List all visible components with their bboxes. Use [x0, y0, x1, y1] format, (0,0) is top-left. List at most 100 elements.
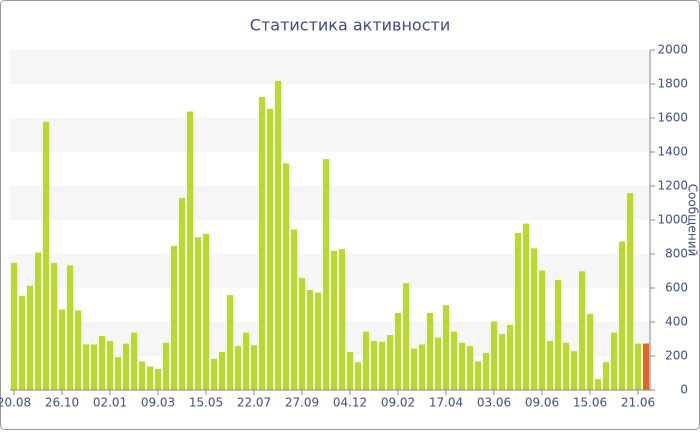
bar	[218, 351, 226, 391]
bar	[594, 378, 602, 391]
bar	[74, 309, 82, 391]
bar	[562, 342, 570, 391]
bar	[114, 356, 122, 391]
bar	[546, 340, 554, 391]
bar	[66, 264, 74, 391]
x-tick-label: 15.05	[189, 396, 223, 410]
x-tick-label: 20.08	[0, 396, 31, 410]
x-tick-label: 09.02	[381, 396, 415, 410]
bar	[42, 121, 50, 391]
bar	[634, 343, 642, 391]
x-tick-label: 27.09	[285, 396, 319, 410]
bar	[10, 262, 18, 391]
y-tick-label: 1200	[657, 179, 688, 193]
y-tick-label: 400	[665, 315, 688, 329]
x-tick-label: 02.01	[93, 396, 127, 410]
bar	[506, 324, 514, 391]
x-tick-label: 04.12	[333, 396, 367, 410]
x-tick-label: 22.07	[237, 396, 271, 410]
y-tick-label: 600	[665, 281, 688, 295]
bar	[90, 343, 98, 391]
bar	[34, 252, 42, 391]
bar	[610, 331, 618, 391]
bar	[586, 313, 594, 391]
bar	[226, 294, 234, 391]
bar	[282, 162, 290, 391]
bar	[130, 331, 138, 391]
bar	[162, 342, 170, 391]
bar	[306, 289, 314, 391]
x-tick-label: 17.04	[429, 396, 463, 410]
bar	[362, 331, 370, 391]
y-tick-label: 1400	[657, 145, 688, 159]
bar	[178, 197, 186, 391]
bar	[202, 233, 210, 391]
bar	[234, 345, 242, 391]
bar	[170, 245, 178, 391]
y-tick-label: 1800	[657, 77, 688, 91]
bar	[58, 309, 66, 391]
bar	[394, 312, 402, 391]
bar	[82, 343, 90, 391]
bar	[50, 262, 58, 391]
bar	[418, 343, 426, 391]
bar	[522, 223, 530, 391]
bar	[298, 277, 306, 391]
y-tick-label: 2000	[657, 43, 688, 57]
bar	[266, 108, 274, 391]
bar	[194, 236, 202, 391]
bar	[354, 361, 362, 391]
bar	[570, 350, 578, 391]
bar	[370, 340, 378, 391]
bar	[18, 295, 26, 391]
bar	[346, 351, 354, 391]
bar	[642, 343, 650, 391]
grid-band	[10, 118, 650, 152]
bar	[386, 334, 394, 391]
grid-band	[10, 254, 650, 288]
grid-band	[10, 322, 650, 356]
bar	[98, 335, 106, 391]
bar	[122, 343, 130, 391]
bar	[338, 248, 346, 391]
bar	[322, 158, 330, 391]
bar	[26, 285, 34, 391]
bar	[330, 250, 338, 391]
x-tick-label: 26.10	[45, 396, 79, 410]
bar	[154, 368, 162, 391]
x-tick-label: 15.06	[573, 396, 607, 410]
grid-band	[10, 50, 650, 84]
chart-title: Статистика активности	[250, 16, 450, 35]
bar	[258, 96, 266, 391]
x-tick-label: 21.06	[621, 396, 655, 410]
bar	[578, 270, 586, 391]
bar	[402, 282, 410, 391]
y-axis-title: Сообщений	[686, 184, 700, 257]
bar	[474, 360, 482, 391]
x-tick-label: 09.03	[141, 396, 175, 410]
bar	[482, 352, 490, 391]
bar	[466, 345, 474, 391]
bar	[314, 292, 322, 391]
bar	[210, 358, 218, 391]
bar	[146, 365, 154, 391]
bar	[410, 348, 418, 391]
bar	[106, 340, 114, 391]
bar	[626, 192, 634, 391]
bar	[442, 304, 450, 391]
y-tick-label: 1000	[657, 213, 688, 227]
bar	[378, 341, 386, 391]
bar	[274, 80, 282, 391]
bar	[554, 279, 562, 391]
bar	[450, 331, 458, 391]
y-tick-label: 1600	[657, 111, 688, 125]
bar	[618, 241, 626, 391]
y-tick-label: 0	[680, 383, 688, 397]
y-tick-label: 200	[665, 349, 688, 363]
bar	[250, 344, 258, 391]
bar	[458, 342, 466, 391]
grid-band	[10, 186, 650, 220]
bar	[490, 320, 498, 391]
x-tick-label: 09.06	[525, 396, 559, 410]
